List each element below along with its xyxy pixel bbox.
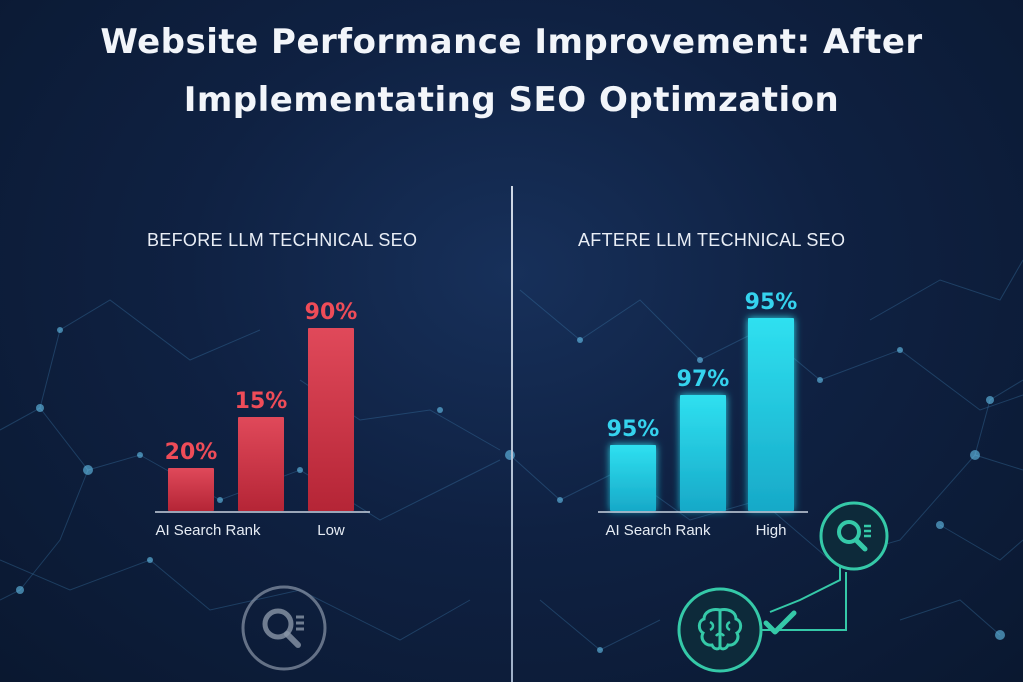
after-data-label-2: 97%: [677, 367, 730, 392]
chart-title-line-2: Implementating SEO Optimzation: [183, 80, 840, 120]
after-bar-3: [748, 318, 794, 511]
checkmark-icon: [762, 608, 798, 643]
after-bar-2: [680, 395, 726, 511]
before-bar-3: [308, 328, 354, 511]
brain-icon: [676, 586, 764, 679]
chart-title-line-1: Website Performance Improvement: After: [100, 22, 923, 62]
panel-divider: [511, 186, 513, 682]
before-bar-1: [168, 468, 214, 511]
before-x-tick-label: Low: [317, 522, 345, 539]
after-bar-1: [610, 445, 656, 511]
after-data-label-3: 95%: [745, 290, 798, 315]
before-x-tick-label: AI Search Rank: [155, 522, 261, 539]
search-document-icon: [240, 584, 328, 677]
before-panel-title: BEFORE LLM TECHNICAL SEO: [147, 230, 418, 250]
after-x-tick-label: AI Search Rank: [605, 522, 711, 539]
before-data-label-3: 90%: [305, 300, 358, 325]
after-panel-title: AFTERE LLM TECHNICAL SEO: [578, 230, 846, 250]
before-data-label-2: 15%: [235, 389, 288, 414]
after-x-tick-label: High: [756, 522, 787, 539]
after-data-label-1: 95%: [607, 417, 660, 442]
search-document-icon: [818, 500, 890, 577]
before-data-label-1: 20%: [165, 440, 218, 465]
before-bar-2: [238, 417, 284, 511]
